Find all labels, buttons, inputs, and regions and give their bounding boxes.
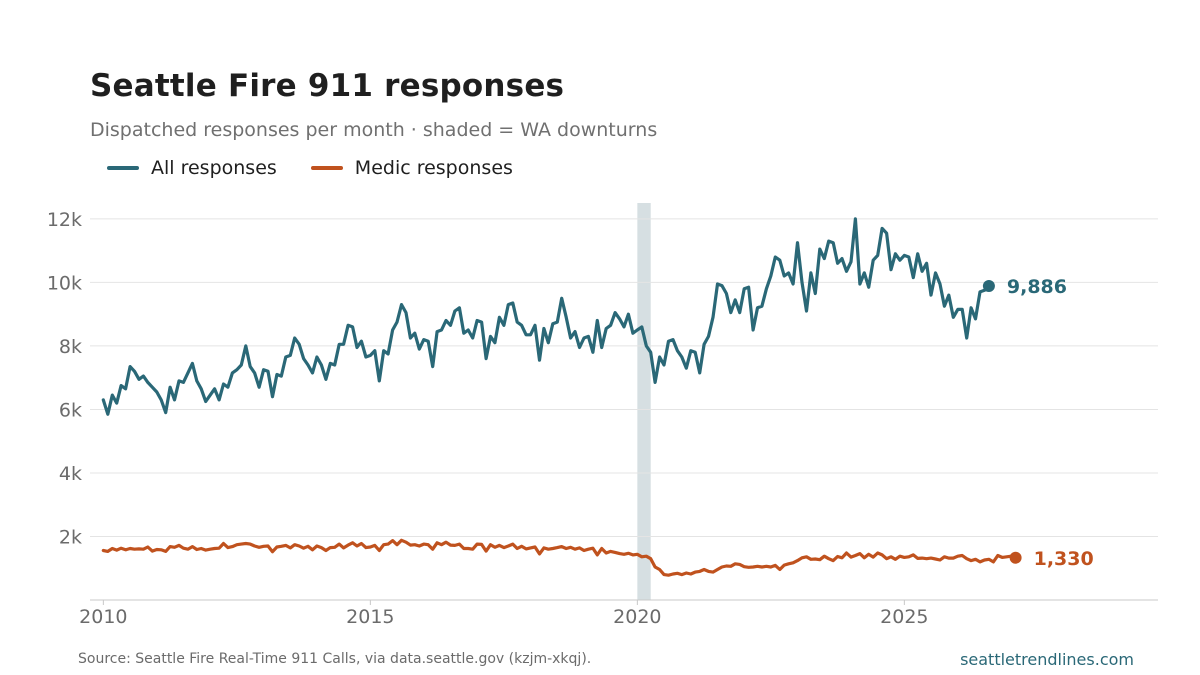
y-tick-label: 2k xyxy=(59,526,82,548)
chart-title: Seattle Fire 911 responses xyxy=(90,68,565,104)
site-link[interactable]: seattletrendlines.com xyxy=(960,650,1134,669)
y-tick-label: 4k xyxy=(59,463,82,485)
legend-label-medic-responses: Medic responses xyxy=(354,157,513,179)
legend-swatch-all-responses xyxy=(107,166,139,170)
x-tick-label: 2025 xyxy=(880,606,928,628)
legend-label-all-responses: All responses xyxy=(151,157,277,179)
source-note: Source: Seattle Fire Real-Time 911 Calls… xyxy=(78,651,592,667)
axes: 2k 4k 6k 8k 10k 12k 2010 2015 2020 2025 xyxy=(47,209,1158,628)
y-tick-label: 8k xyxy=(59,336,82,358)
series xyxy=(101,217,1022,577)
end-labels: 9,886 1,330 xyxy=(1007,276,1094,570)
y-tick-label: 6k xyxy=(59,399,82,421)
shaded-periods xyxy=(637,203,651,600)
legend-item-medic-responses: Medic responses xyxy=(310,157,513,179)
y-tick-label: 12k xyxy=(47,209,82,231)
x-tick-label: 2015 xyxy=(346,606,394,628)
end-label-medic-responses: 1,330 xyxy=(1034,548,1094,570)
chart-legend: All responses Medic responses xyxy=(107,157,547,179)
y-tick-label: 10k xyxy=(47,272,82,294)
legend-item-all-responses: All responses xyxy=(107,157,277,179)
series-endpoint-medic-responses xyxy=(1009,551,1022,564)
downturn-shade-0 xyxy=(637,203,651,600)
series-line-all-responses xyxy=(101,217,991,416)
legend-swatch-medic-responses xyxy=(310,166,343,170)
x-tick-label: 2010 xyxy=(79,606,127,628)
series-line-medic-responses xyxy=(101,538,1018,577)
end-label-all-responses: 9,886 xyxy=(1007,276,1067,298)
series-endpoint-all-responses xyxy=(982,280,995,293)
chart-subtitle: Dispatched responses per month · shaded … xyxy=(90,119,658,141)
gridlines xyxy=(90,218,1158,537)
x-tick-label: 2020 xyxy=(613,606,661,628)
